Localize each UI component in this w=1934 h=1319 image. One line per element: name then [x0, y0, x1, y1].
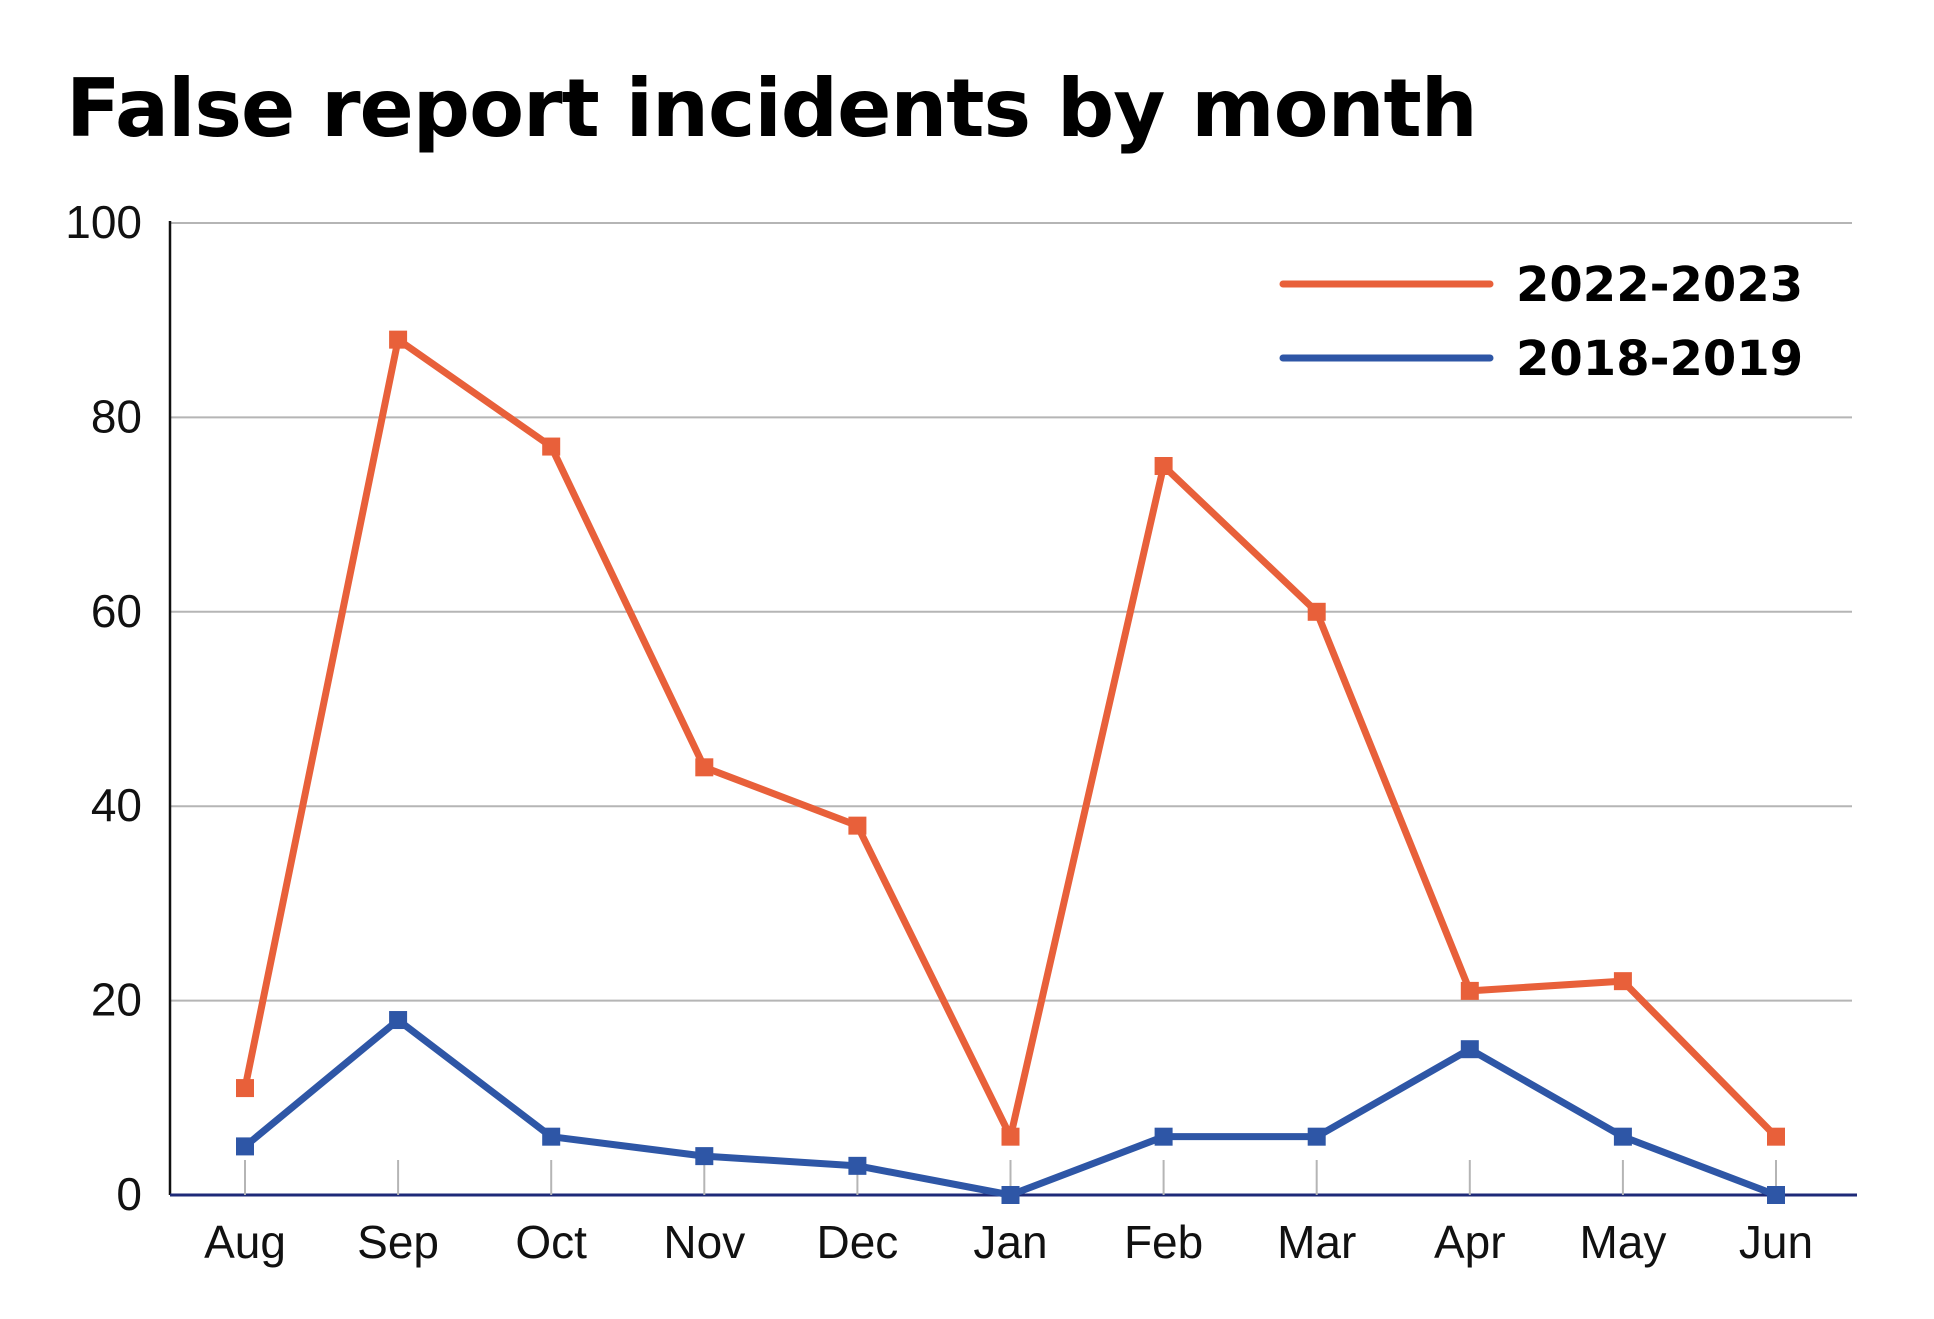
legend-label: 2018-2019	[1516, 331, 1803, 387]
data-point	[236, 1079, 254, 1098]
legend-label: 2022-2023	[1516, 257, 1803, 313]
data-point	[695, 1147, 714, 1166]
data-point	[1001, 1186, 1020, 1204]
data-point	[1613, 1127, 1632, 1146]
data-point	[1001, 1127, 1020, 1146]
gridlines	[170, 222, 1852, 1002]
data-point	[1460, 981, 1479, 1000]
x-tick-label: Apr	[1434, 1216, 1506, 1268]
x-tick-label: Aug	[204, 1216, 286, 1268]
data-point	[1154, 457, 1173, 475]
data-point	[1613, 972, 1632, 991]
x-tick-label: Oct	[515, 1216, 587, 1268]
x-tick-label: May	[1579, 1216, 1666, 1268]
chart-title: False report incidents by month	[66, 62, 1478, 155]
x-tick-label: Jun	[1739, 1216, 1813, 1268]
data-point	[1767, 1186, 1785, 1204]
data-point	[848, 1156, 867, 1175]
data-point	[1154, 1127, 1173, 1146]
data-point	[1307, 602, 1326, 621]
series-group	[236, 330, 1785, 1204]
x-tick-label: Nov	[663, 1216, 745, 1268]
data-point	[1307, 1127, 1326, 1146]
data-point	[542, 437, 561, 456]
y-tick-label: 0	[116, 1168, 142, 1220]
x-tick-label: Dec	[816, 1216, 898, 1268]
y-axis-ticks: 0 20 40 60 80 100	[65, 196, 142, 1220]
y-tick-label: 80	[91, 390, 142, 442]
y-tick-label: 40	[91, 779, 142, 831]
y-tick-label: 100	[65, 196, 142, 248]
y-tick-label: 20	[91, 974, 142, 1026]
x-tick-label: Mar	[1277, 1216, 1356, 1268]
legend: 2022-2023 2018-2019	[1279, 257, 1803, 387]
data-point	[389, 1011, 408, 1030]
series-line-2022-2023	[241, 336, 1779, 1141]
data-point	[695, 758, 714, 777]
x-tick-label: Sep	[357, 1216, 439, 1268]
data-point	[542, 1127, 561, 1146]
data-point	[1767, 1127, 1785, 1146]
data-point	[389, 330, 408, 349]
data-point	[236, 1137, 254, 1156]
x-tick-label: Feb	[1124, 1216, 1203, 1268]
x-tick-label: Jan	[973, 1216, 1047, 1268]
y-tick-label: 60	[91, 585, 142, 637]
x-axis-ticks: Aug Sep Oct Nov Dec Jan Feb Mar Apr May Jun	[204, 1160, 1813, 1268]
data-point	[1460, 1040, 1479, 1059]
data-point	[848, 816, 867, 835]
